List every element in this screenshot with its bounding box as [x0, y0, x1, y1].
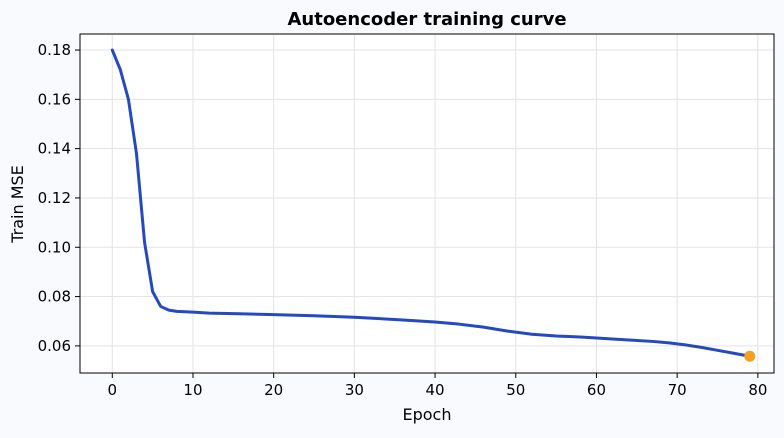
final-epoch-marker: [744, 350, 756, 362]
x-tick-label: 80: [748, 381, 767, 399]
x-tick-label: 30: [345, 381, 364, 399]
y-tick-label: 0.16: [38, 90, 71, 108]
x-tick-label: 70: [668, 381, 687, 399]
y-tick-label: 0.10: [38, 238, 71, 256]
y-tick-label: 0.06: [38, 337, 71, 355]
y-axis-label: Train MSE: [8, 165, 27, 244]
x-tick-label: 10: [183, 381, 202, 399]
plot-frame: [79, 33, 775, 374]
y-tick-label: 0.12: [38, 189, 71, 207]
x-tick-label: 50: [506, 381, 525, 399]
y-tick-label: 0.08: [38, 288, 71, 306]
x-tick-label: 40: [426, 381, 445, 399]
y-tick-label: 0.18: [38, 41, 71, 59]
x-tick-label: 20: [264, 381, 283, 399]
series-line: [110, 48, 752, 358]
x-tick-label: 60: [587, 381, 606, 399]
plot-area: [80, 34, 774, 373]
chart-title: Autoencoder training curve: [287, 9, 566, 30]
y-tick-label: 0.14: [38, 140, 71, 158]
x-axis-label: Epoch: [403, 405, 452, 424]
x-tick-label: 0: [108, 381, 118, 399]
